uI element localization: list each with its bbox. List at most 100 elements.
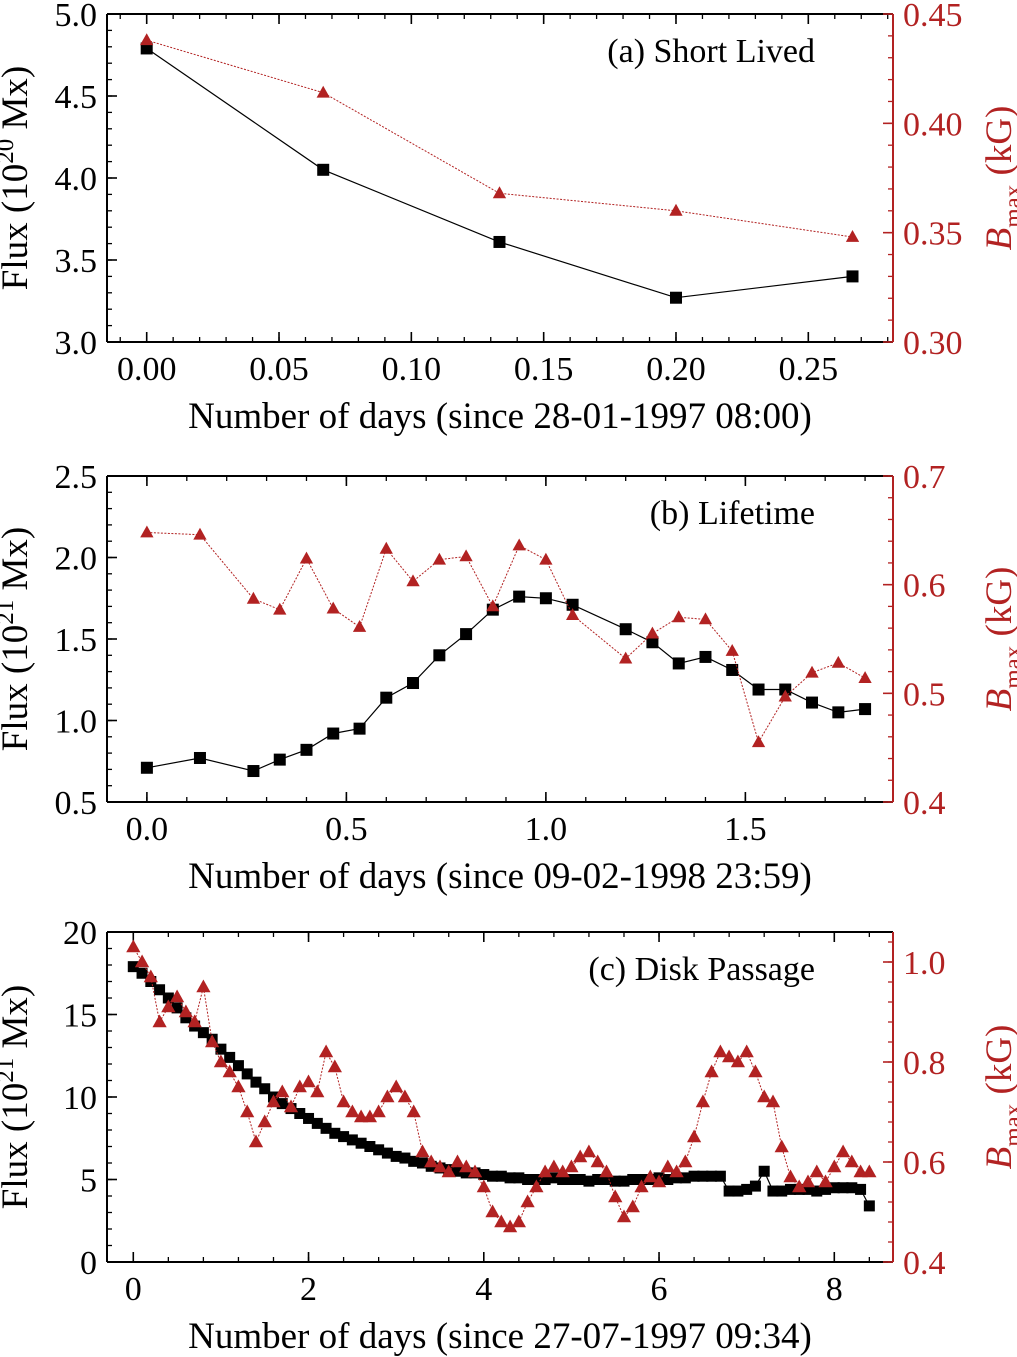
y2-tick-label: 0.4 xyxy=(903,1245,946,1282)
flux-point xyxy=(327,727,340,740)
flux-point xyxy=(837,1182,849,1194)
bmax-point xyxy=(485,1204,500,1218)
bmax-point xyxy=(805,665,819,678)
flux-point xyxy=(699,650,712,663)
bmax-point xyxy=(713,1044,728,1058)
bmax-point xyxy=(809,1164,824,1178)
bmax-point xyxy=(800,1174,816,1188)
flux-point xyxy=(154,984,166,996)
bmax-point xyxy=(326,601,340,614)
x-tick-label: 4 xyxy=(475,1271,492,1308)
flux-point xyxy=(136,967,148,979)
bmax-point xyxy=(792,1179,807,1193)
flux-point xyxy=(671,1172,683,1184)
flux-point xyxy=(828,1182,840,1194)
y2-tick-label: 0.30 xyxy=(903,325,963,362)
flux-point xyxy=(276,1098,288,1110)
flux-point xyxy=(863,1200,875,1212)
bmax-point xyxy=(511,1214,526,1228)
bmax-point xyxy=(492,186,507,199)
bmax-point xyxy=(704,1064,719,1078)
bmax-point xyxy=(616,1209,632,1223)
bmax-point xyxy=(213,1054,228,1068)
bmax-point xyxy=(722,1049,737,1063)
bmax-point xyxy=(450,1154,465,1168)
flux-point xyxy=(338,1131,350,1143)
x-axis-label: Number of days (since 09-02-1998 23:59) xyxy=(188,856,812,897)
flux-point xyxy=(493,235,506,248)
flux-point xyxy=(127,961,139,973)
flux-point xyxy=(329,1127,341,1139)
flux-point xyxy=(767,1185,779,1197)
flux-point xyxy=(197,1027,209,1039)
flux-point xyxy=(784,1183,796,1195)
flux-point xyxy=(609,1175,621,1187)
flux-point xyxy=(487,1170,499,1182)
y2-tick-label: 0.45 xyxy=(903,0,963,34)
bmax-point xyxy=(818,1174,833,1188)
flux-point xyxy=(697,1170,709,1182)
flux-point xyxy=(381,1147,393,1159)
bmax-point xyxy=(371,1104,386,1118)
y2-tick-label: 0.40 xyxy=(903,106,963,143)
bmax-point xyxy=(246,591,261,604)
x-tick-label: 0.10 xyxy=(382,351,442,388)
flux-point xyxy=(300,743,313,756)
flux-point xyxy=(539,1174,551,1185)
flux-point xyxy=(390,1150,402,1162)
bmax-point xyxy=(757,1089,772,1103)
flux-point xyxy=(180,1012,192,1024)
bmax-point xyxy=(765,1094,781,1108)
x-tick-label: 0.05 xyxy=(249,351,309,388)
flux-point xyxy=(741,1183,753,1195)
bmax-point xyxy=(140,33,154,46)
flux-point xyxy=(811,1185,823,1197)
flux-point xyxy=(706,1170,718,1182)
bmax-point xyxy=(783,1169,798,1183)
bmax-point xyxy=(651,1174,667,1188)
bmax-point xyxy=(389,1079,404,1093)
flux-point xyxy=(140,42,153,55)
bmax-point xyxy=(581,1144,597,1158)
flux-point xyxy=(627,1174,639,1185)
y2-tick-label: 0.8 xyxy=(903,1045,946,1082)
bmax-point xyxy=(318,1044,334,1058)
bmax-point xyxy=(248,1134,264,1148)
bmax-point xyxy=(512,538,526,551)
flux-point xyxy=(353,722,366,735)
y-tick-label: 1.5 xyxy=(55,622,98,659)
bmax-point xyxy=(161,999,176,1013)
flux-point xyxy=(723,1185,735,1197)
bmax-point xyxy=(687,1129,702,1143)
bmax-point xyxy=(126,939,141,953)
bmax-point xyxy=(564,1159,579,1173)
flux-point xyxy=(779,683,792,696)
bmax-point xyxy=(459,549,473,562)
y2-tick-label: 0.5 xyxy=(903,676,946,713)
bmax-point xyxy=(316,85,330,98)
bmax-point xyxy=(406,1104,421,1118)
flux-point xyxy=(855,1183,867,1195)
bmax-point xyxy=(669,1164,684,1178)
flux-point xyxy=(565,1174,577,1185)
flux-point xyxy=(355,1137,367,1149)
panel-title: (c) Disk Passage xyxy=(588,951,815,988)
flux-point xyxy=(758,1165,770,1177)
flux-point xyxy=(574,1174,586,1185)
flux-point xyxy=(726,663,739,676)
bmax-point xyxy=(546,1159,561,1173)
flux-point xyxy=(679,1172,691,1184)
y2-tick-label: 0.7 xyxy=(903,459,946,496)
y-tick-label: 2.0 xyxy=(55,541,98,578)
bmax-point xyxy=(590,1154,605,1168)
x-tick-label: 1.5 xyxy=(724,811,767,848)
flux-point xyxy=(557,1174,569,1185)
bmax-point xyxy=(748,1064,763,1078)
bmax-point xyxy=(643,1169,658,1183)
flux-point xyxy=(539,592,552,605)
flux-point xyxy=(162,992,174,1004)
flux-point xyxy=(530,1174,542,1185)
flux-point xyxy=(250,1076,262,1088)
flux-point xyxy=(399,1152,411,1164)
